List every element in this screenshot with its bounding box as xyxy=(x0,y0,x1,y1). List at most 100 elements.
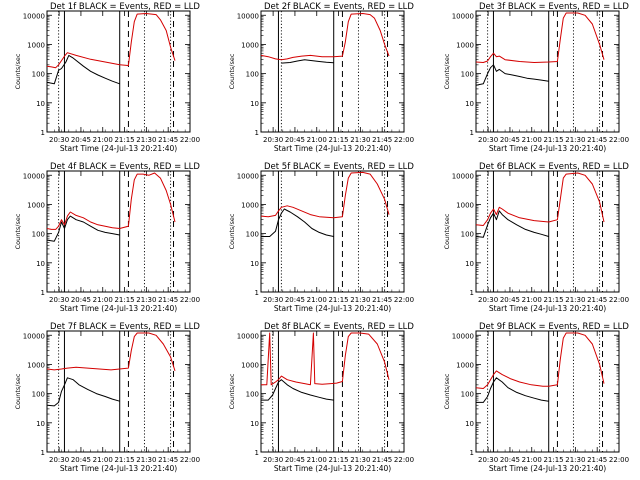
y-tick-label: 1000 xyxy=(27,41,45,49)
y-tick-label: 1000 xyxy=(456,361,474,369)
y-tick-label: 1 xyxy=(255,449,259,457)
x-tick-label: 21:00 xyxy=(93,136,113,144)
y-tick-label: 100 xyxy=(461,231,474,239)
events-series-line xyxy=(476,64,549,86)
y-tick-label: 1 xyxy=(255,289,259,297)
y-tick-label: 10000 xyxy=(23,12,45,20)
x-tick-label: 22:00 xyxy=(609,456,629,464)
y-axis-label: Counts/sec xyxy=(14,373,22,409)
x-tick-label: 20:30 xyxy=(49,136,69,144)
events-series-line xyxy=(476,377,549,403)
y-tick-label: 1000 xyxy=(241,361,259,369)
y-tick-label: 10 xyxy=(465,420,474,428)
y-axis-label: Counts/sec xyxy=(14,213,22,249)
panel-title: Det 7f BLACK = Events, RED = LLD xyxy=(50,322,200,332)
x-tick-label: 21:30 xyxy=(565,456,585,464)
x-axis-label: Start Time (24-Jul-13 20:21:40) xyxy=(274,464,391,473)
y-tick-label: 10 xyxy=(250,420,259,428)
y-tick-label: 10 xyxy=(250,100,259,108)
y-tick-label: 1 xyxy=(470,289,474,297)
lld-series-line xyxy=(476,12,605,63)
panel-det-6: Det 6f BLACK = Events, RED = LLD 1 10 100 10… xyxy=(443,162,629,313)
lld-series-line xyxy=(47,332,176,372)
y-tick-label: 10000 xyxy=(237,172,259,180)
x-tick-label: 21:00 xyxy=(307,456,327,464)
x-tick-label: 22:00 xyxy=(394,456,414,464)
y-tick-label: 10 xyxy=(36,100,45,108)
x-tick-label: 21:15 xyxy=(114,456,134,464)
events-series-line xyxy=(47,215,120,242)
lld-series-line xyxy=(476,332,605,389)
panel-det-4: Det 4f BLACK = Events, RED = LLD 1 10 100 10… xyxy=(14,162,200,313)
x-tick-label: 20:30 xyxy=(263,136,283,144)
x-tick-label: 21:00 xyxy=(307,296,327,304)
plot-frame xyxy=(46,10,191,133)
x-tick-label: 21:45 xyxy=(372,136,392,144)
y-tick-label: 10000 xyxy=(23,172,45,180)
x-tick-label: 20:30 xyxy=(263,296,283,304)
x-tick-label: 21:30 xyxy=(136,296,156,304)
x-tick-label: 21:45 xyxy=(158,136,178,144)
x-tick-label: 20:45 xyxy=(71,296,91,304)
x-tick-label: 20:45 xyxy=(71,136,91,144)
x-tick-label: 21:15 xyxy=(114,136,134,144)
x-axis-label: Start Time (24-Jul-13 20:21:40) xyxy=(60,464,177,473)
x-tick-label: 21:30 xyxy=(565,136,585,144)
x-tick-label: 22:00 xyxy=(180,136,200,144)
events-series-line xyxy=(47,54,120,85)
panel-det-7: Det 7f BLACK = Events, RED = LLD 1 10 100 10… xyxy=(14,322,200,473)
lld-series-line xyxy=(261,171,390,219)
x-tick-label: 20:30 xyxy=(263,456,283,464)
x-tick-label: 21:45 xyxy=(587,456,607,464)
lld-series-line xyxy=(261,13,390,61)
x-axis-label: Start Time (24-Jul-13 20:21:40) xyxy=(489,304,606,313)
plot-frame xyxy=(475,10,620,133)
y-tick-label: 1 xyxy=(470,449,474,457)
x-tick-label: 20:45 xyxy=(285,296,305,304)
y-tick-label: 100 xyxy=(32,231,45,239)
y-axis-label: Counts/sec xyxy=(443,53,451,89)
y-tick-label: 1000 xyxy=(27,201,45,209)
x-tick-label: 20:45 xyxy=(71,456,91,464)
plot-frame xyxy=(46,170,191,293)
lld-series-line xyxy=(261,332,390,386)
y-tick-label: 10000 xyxy=(452,12,474,20)
y-tick-label: 100 xyxy=(246,231,259,239)
y-tick-label: 1000 xyxy=(456,41,474,49)
y-tick-label: 10000 xyxy=(23,332,45,340)
y-tick-label: 1 xyxy=(41,129,45,137)
x-axis-label: Start Time (24-Jul-13 20:21:40) xyxy=(60,304,177,313)
x-axis-label: Start Time (24-Jul-13 20:21:40) xyxy=(489,144,606,153)
x-axis-label: Start Time (24-Jul-13 20:21:40) xyxy=(489,464,606,473)
x-tick-label: 20:30 xyxy=(49,296,69,304)
panel-title: Det 6f BLACK = Events, RED = LLD xyxy=(479,162,629,172)
x-axis-label: Start Time (24-Jul-13 20:21:40) xyxy=(274,144,391,153)
y-axis-label: Counts/sec xyxy=(443,213,451,249)
x-axis-label: Start Time (24-Jul-13 20:21:40) xyxy=(60,144,177,153)
panel-title: Det 4f BLACK = Events, RED = LLD xyxy=(50,162,200,172)
x-tick-label: 20:30 xyxy=(478,296,498,304)
x-tick-label: 21:00 xyxy=(93,456,113,464)
y-tick-label: 10 xyxy=(465,260,474,268)
x-axis-label: Start Time (24-Jul-13 20:21:40) xyxy=(274,304,391,313)
y-tick-label: 100 xyxy=(461,391,474,399)
panel-det-3: Det 3f BLACK = Events, RED = LLD 1 10 100 10… xyxy=(443,2,629,153)
panel-det-8: Det 8f BLACK = Events, RED = LLD 1 10 100 10… xyxy=(228,322,414,473)
events-series-line xyxy=(47,377,120,407)
x-tick-label: 21:30 xyxy=(350,296,370,304)
x-tick-label: 21:30 xyxy=(565,296,585,304)
y-tick-label: 100 xyxy=(246,391,259,399)
y-tick-label: 1 xyxy=(470,129,474,137)
x-tick-label: 21:15 xyxy=(328,296,348,304)
x-tick-label: 21:30 xyxy=(350,136,370,144)
x-tick-label: 22:00 xyxy=(180,456,200,464)
plot-frame xyxy=(475,170,620,293)
panel-title: Det 1f BLACK = Events, RED = LLD xyxy=(50,2,200,12)
x-tick-label: 21:30 xyxy=(136,136,156,144)
x-tick-label: 20:30 xyxy=(49,456,69,464)
events-series-line xyxy=(261,379,334,401)
x-tick-label: 21:45 xyxy=(587,136,607,144)
y-tick-label: 10000 xyxy=(452,332,474,340)
plot-frame xyxy=(260,330,405,453)
